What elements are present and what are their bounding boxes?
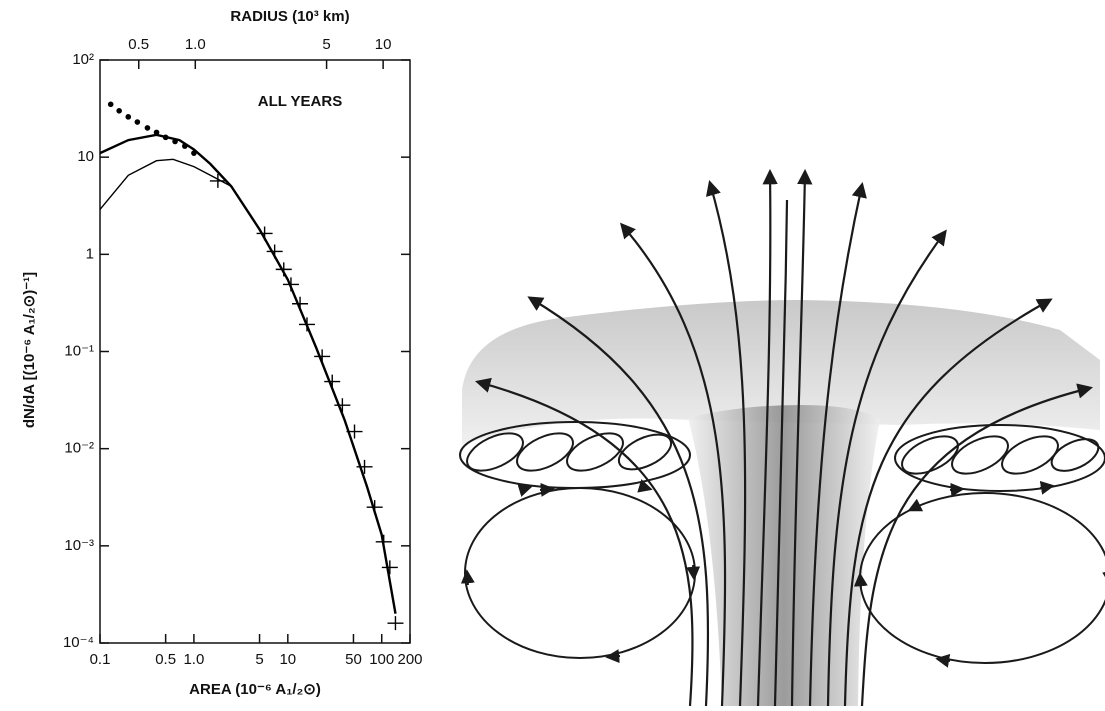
y-tick-label: 10⁻¹ [64, 342, 94, 359]
x2-tick-label: 10 [375, 36, 392, 53]
field-line [756, 168, 778, 707]
field-line [790, 168, 813, 707]
data-dot [125, 114, 132, 120]
y-tick-label: 1 [86, 245, 94, 262]
data-cross [314, 349, 331, 364]
cap [462, 300, 1100, 445]
field-line [705, 180, 747, 707]
y-tick-label: 10⁻⁴ [63, 634, 94, 651]
data-cross [366, 500, 383, 515]
field-line [527, 296, 710, 707]
data-dot [153, 129, 160, 136]
curve [99, 133, 397, 614]
loops-left [459, 421, 701, 664]
x-tick-label: 0.5 [155, 651, 176, 668]
x-tick-label: 5 [255, 651, 263, 668]
field-line [808, 181, 867, 707]
x2-tick-label: 5 [322, 36, 330, 53]
x-tick-label: 10 [279, 651, 296, 668]
data-cross [346, 424, 363, 439]
field-line [773, 199, 789, 707]
y-tick-label: 10⁻² [64, 440, 94, 457]
data-cross [256, 226, 273, 241]
field-line [826, 229, 947, 707]
x-tick-label: 200 [397, 651, 422, 668]
loops-right [853, 424, 1105, 668]
data-cross [381, 560, 398, 575]
data-dot [107, 101, 114, 108]
data-dot [144, 125, 151, 131]
data-dot [134, 119, 141, 125]
x-tick-label: 0.1 [90, 651, 111, 668]
field-line [843, 298, 1053, 707]
diagram [459, 168, 1105, 707]
x2-tick-label: 0.5 [128, 36, 149, 53]
funnel [688, 405, 880, 706]
data-cross [275, 262, 292, 277]
x2-tick-label: 1.0 [185, 36, 206, 53]
data-cross [282, 277, 299, 292]
field-line [860, 383, 1093, 707]
field-line [475, 377, 694, 707]
y-axis-label: dN/dA [(10⁻⁶ A₁/₂⊙)⁻¹] [21, 272, 38, 428]
data-cross [334, 398, 351, 413]
x-tick-label: 50 [345, 651, 362, 668]
data-dot [116, 108, 122, 114]
plot-frame [99, 59, 411, 644]
data-cross [324, 374, 341, 389]
y-tick-label: 10 [77, 148, 94, 165]
data-cross [375, 534, 392, 549]
data-cross [292, 296, 309, 311]
y-tick-label: 10⁻³ [64, 537, 94, 554]
data-cross [266, 244, 283, 259]
data-cross [387, 616, 404, 631]
y-tick-label: 10² [72, 51, 94, 68]
annotation: ALL YEARS [258, 93, 342, 110]
data-cross [356, 459, 373, 474]
x-tick-label: 100 [369, 651, 394, 668]
data-cross [298, 317, 315, 332]
data-cross [209, 173, 226, 188]
x-axis-label: AREA (10⁻⁶ A₁/₂⊙) [189, 681, 321, 698]
field-line [619, 222, 727, 707]
x2-axis-label: RADIUS (10³ km) [230, 8, 349, 25]
curve [99, 158, 232, 210]
x-tick-label: 1.0 [183, 651, 204, 668]
